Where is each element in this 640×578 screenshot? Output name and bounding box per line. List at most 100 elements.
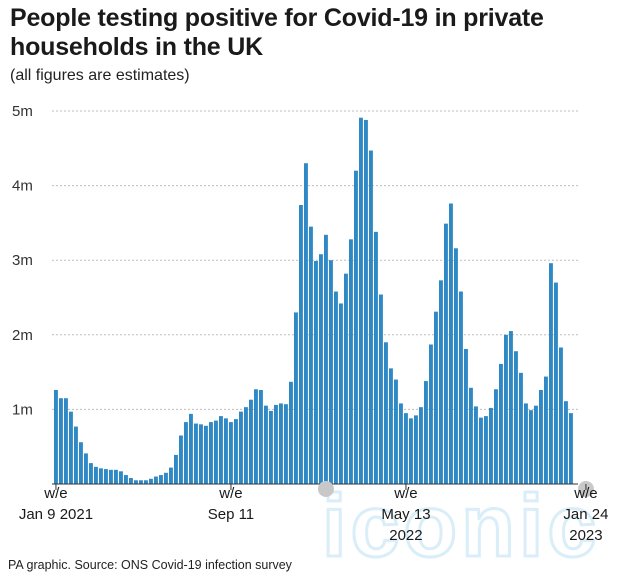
bar-6 bbox=[84, 453, 88, 484]
bar-88 bbox=[494, 389, 498, 484]
bar-99 bbox=[549, 263, 553, 484]
bar-51 bbox=[309, 226, 313, 484]
bar-0 bbox=[54, 390, 58, 484]
chart-title: People testing positive for Covid-19 in … bbox=[10, 4, 544, 61]
bar-38 bbox=[244, 407, 248, 484]
bar-63 bbox=[369, 150, 373, 485]
bar-42 bbox=[264, 405, 268, 484]
bar-8 bbox=[94, 466, 98, 484]
iconic-watermark: iconic bbox=[322, 476, 600, 575]
bar-46 bbox=[284, 404, 288, 484]
bar-22 bbox=[164, 472, 168, 484]
bar-18 bbox=[144, 480, 148, 484]
bar-5 bbox=[79, 442, 83, 484]
bar-48 bbox=[294, 312, 298, 484]
bar-84 bbox=[474, 406, 478, 484]
bar-65 bbox=[379, 294, 383, 484]
bar-3 bbox=[69, 411, 73, 484]
bar-2 bbox=[64, 398, 68, 484]
bar-94 bbox=[524, 403, 528, 484]
x-tick-label-1-0: w/e bbox=[218, 485, 242, 502]
bar-17 bbox=[139, 480, 143, 484]
x-tick-label-2-0: w/e bbox=[393, 485, 417, 502]
bar-41 bbox=[259, 390, 263, 484]
bar-47 bbox=[289, 381, 293, 484]
bar-76 bbox=[434, 311, 438, 484]
x-tick-label-3-1: Jan 24 bbox=[563, 506, 608, 523]
bar-25 bbox=[179, 435, 183, 484]
bar-92 bbox=[514, 351, 518, 484]
bar-77 bbox=[439, 280, 443, 484]
bar-50 bbox=[304, 163, 308, 484]
bar-54 bbox=[324, 234, 328, 484]
bar-58 bbox=[344, 273, 348, 484]
x-tick-labels: w/e Jan 9 2021 w/e Sep 11 w/e May 13 2022 w/e Ja… bbox=[19, 485, 609, 544]
bar-102 bbox=[564, 401, 568, 484]
bar-59 bbox=[349, 239, 353, 484]
bar-53 bbox=[319, 254, 323, 484]
bar-75 bbox=[429, 344, 433, 484]
bar-12 bbox=[114, 469, 118, 484]
bar-49 bbox=[299, 205, 303, 484]
bar-32 bbox=[214, 420, 218, 484]
bar-14 bbox=[124, 475, 128, 484]
bar-52 bbox=[314, 260, 318, 484]
y-tick-label-1m: 1m bbox=[12, 401, 33, 418]
bar-13 bbox=[119, 471, 123, 484]
bar-37 bbox=[239, 411, 243, 484]
bar-7 bbox=[89, 463, 93, 484]
bar-86 bbox=[484, 416, 488, 484]
bar-72 bbox=[414, 415, 418, 484]
bar-74 bbox=[424, 381, 428, 484]
bar-89 bbox=[499, 363, 503, 484]
x-tick-label-3-2: 2023 bbox=[569, 527, 602, 544]
bar-95 bbox=[529, 410, 533, 484]
y-tick-label-3m: 3m bbox=[12, 252, 33, 269]
bar-98 bbox=[544, 376, 548, 484]
axis-marker-0 bbox=[317, 481, 334, 497]
bar-19 bbox=[149, 478, 153, 484]
bar-85 bbox=[479, 417, 483, 484]
bar-30 bbox=[204, 425, 208, 484]
bar-55 bbox=[329, 260, 333, 484]
bar-26 bbox=[184, 422, 188, 484]
y-tick-labels: 1m 2m 3m 4m 5m bbox=[12, 103, 33, 418]
y-tick-label-5m: 5m bbox=[12, 103, 33, 120]
bar-40 bbox=[254, 389, 258, 484]
bar-80 bbox=[454, 248, 458, 484]
bar-82 bbox=[464, 348, 468, 484]
bar-70 bbox=[404, 413, 408, 484]
bar-27 bbox=[189, 413, 193, 484]
x-tick-label-3-0: w/e bbox=[573, 485, 597, 502]
x-tick-label-0-0: w/e bbox=[43, 485, 67, 502]
bar-81 bbox=[459, 291, 463, 484]
bar-62 bbox=[364, 119, 368, 484]
x-tick-label-1-1: Sep 11 bbox=[208, 506, 254, 523]
bar-35 bbox=[229, 422, 233, 484]
bar-9 bbox=[99, 468, 103, 484]
bar-57 bbox=[339, 303, 343, 484]
x-tick-label-2-1: May 13 bbox=[381, 506, 430, 523]
x-tick-label-0-1: Jan 9 2021 bbox=[19, 506, 93, 523]
bar-29 bbox=[199, 424, 203, 484]
bar-4 bbox=[74, 426, 78, 484]
bars bbox=[54, 117, 573, 485]
bar-100 bbox=[554, 282, 558, 484]
bar-44 bbox=[274, 404, 278, 484]
bar-20 bbox=[154, 476, 158, 484]
bar-1 bbox=[59, 398, 63, 484]
bar-36 bbox=[234, 419, 238, 484]
bar-87 bbox=[489, 407, 493, 484]
bar-16 bbox=[134, 480, 138, 484]
bar-68 bbox=[394, 379, 398, 484]
bar-45 bbox=[279, 403, 283, 484]
bar-11 bbox=[109, 469, 113, 484]
bar-33 bbox=[219, 416, 223, 484]
x-axis bbox=[52, 481, 594, 497]
bar-78 bbox=[444, 223, 448, 484]
bar-96 bbox=[534, 405, 538, 484]
bar-101 bbox=[559, 347, 563, 484]
bar-97 bbox=[539, 390, 543, 484]
bar-71 bbox=[409, 418, 413, 484]
